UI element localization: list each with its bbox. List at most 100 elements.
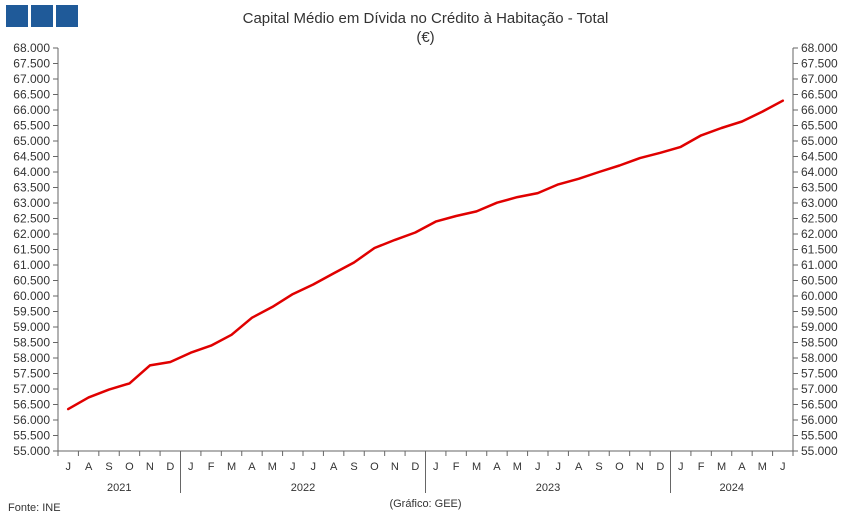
logo-square (56, 5, 78, 27)
data-point (639, 157, 641, 159)
y-tick-label-right: 59.000 (801, 320, 838, 334)
y-tick-label-left: 64.500 (13, 150, 50, 164)
y-tick-label-right: 56.000 (801, 413, 838, 427)
data-point (496, 201, 498, 204)
data-point (720, 127, 723, 129)
y-tick-label-left: 59.500 (13, 305, 50, 319)
y-tick-label-left: 58.500 (13, 336, 50, 350)
data-point (434, 220, 437, 223)
year-label: 2021 (107, 482, 131, 494)
data-point (536, 192, 539, 194)
y-tick-label-left: 64.000 (13, 165, 50, 179)
x-tick-label: S (350, 461, 357, 473)
y-tick-label-right: 63.000 (801, 196, 838, 210)
y-tick-label-left: 56.000 (13, 413, 50, 427)
data-point (271, 306, 274, 308)
data-point (87, 396, 90, 399)
data-point (210, 344, 212, 347)
year-label: 2024 (720, 482, 744, 494)
x-tick-label: M (227, 461, 236, 473)
y-tick-label-right: 59.500 (801, 305, 838, 319)
x-tick-label: O (615, 461, 624, 473)
x-tick-label: D (166, 461, 174, 473)
year-label: 2023 (536, 482, 560, 494)
y-tick-label-right: 61.000 (801, 258, 838, 272)
x-tick-label: J (433, 461, 439, 473)
x-tick-label: N (146, 461, 154, 473)
x-tick-label: A (330, 461, 338, 473)
data-point (149, 364, 151, 367)
y-tick-label-right: 55.500 (801, 429, 838, 443)
y-tick-label-right: 56.500 (801, 398, 838, 412)
brand-logo (6, 5, 78, 27)
logo-square (31, 5, 53, 27)
y-tick-label-right: 65.500 (801, 119, 838, 133)
x-tick-label: O (370, 461, 379, 473)
x-tick-label: J (290, 461, 296, 473)
x-tick-label: A (738, 461, 746, 473)
y-tick-label-left: 57.500 (13, 367, 50, 381)
y-tick-label-left: 62.000 (13, 227, 50, 241)
x-tick-label: S (595, 461, 602, 473)
data-point (618, 164, 621, 167)
y-tick-label-right: 64.500 (801, 150, 838, 164)
data-point (761, 110, 764, 113)
data-point (414, 231, 417, 234)
y-tick-label-right: 55.000 (801, 444, 838, 458)
y-tick-label-right: 62.000 (801, 227, 838, 241)
data-point (67, 408, 70, 410)
y-tick-label-right: 58.000 (801, 351, 838, 365)
y-tick-label-right: 68.000 (801, 41, 838, 55)
x-tick-label: M (268, 461, 277, 473)
data-point (659, 151, 662, 154)
x-tick-label: J (678, 461, 684, 473)
x-tick-label: F (453, 461, 460, 473)
x-tick-label: A (575, 461, 583, 473)
data-point (332, 272, 335, 275)
series-line (66, 99, 785, 411)
x-tick-label: J (535, 461, 541, 473)
y-tick-label-left: 63.500 (13, 181, 50, 195)
x-tick-label: M (513, 461, 522, 473)
data-point (557, 183, 560, 186)
y-tick-label-left: 66.000 (13, 103, 50, 117)
chart-subtitle: (€) (416, 29, 435, 46)
data-point (394, 239, 396, 241)
y-tick-label-right: 61.500 (801, 243, 838, 257)
x-tick-label: J (65, 461, 71, 473)
y-tick-label-right: 62.500 (801, 212, 838, 226)
y-tick-label-right: 58.500 (801, 336, 838, 350)
y-tick-label-right: 60.500 (801, 274, 838, 288)
x-tick-label: F (698, 461, 705, 473)
data-point (577, 178, 580, 180)
y-tick-label-left: 55.500 (13, 429, 50, 443)
data-point (251, 316, 253, 319)
x-tick-label: N (636, 461, 644, 473)
y-tick-label-left: 57.000 (13, 382, 50, 396)
data-point (291, 293, 294, 295)
data-point (455, 215, 457, 217)
x-tick-label: O (125, 461, 134, 473)
y-tick-label-right: 60.000 (801, 289, 838, 303)
y-tick-label-right: 64.000 (801, 165, 838, 179)
x-tick-label: J (780, 461, 786, 473)
data-point (353, 261, 355, 264)
y-tick-label-right: 63.500 (801, 181, 838, 195)
x-tick-label: N (391, 461, 399, 473)
data-point (169, 361, 172, 363)
y-tick-label-left: 66.500 (13, 88, 50, 102)
x-tick-label: D (411, 461, 419, 473)
y-tick-label-left: 61.000 (13, 258, 50, 272)
y-tick-label-right: 66.000 (801, 103, 838, 117)
y-tick-label-right: 57.500 (801, 367, 838, 381)
x-tick-label: D (656, 461, 664, 473)
data-point (781, 99, 784, 102)
x-tick-label: A (493, 461, 501, 473)
y-tick-label-left: 55.000 (13, 444, 50, 458)
y-tick-label-left: 60.000 (13, 289, 50, 303)
y-tick-label-right: 67.500 (801, 57, 838, 71)
x-tick-label: M (472, 461, 481, 473)
y-tick-label-left: 59.000 (13, 320, 50, 334)
x-tick-label: S (105, 461, 112, 473)
